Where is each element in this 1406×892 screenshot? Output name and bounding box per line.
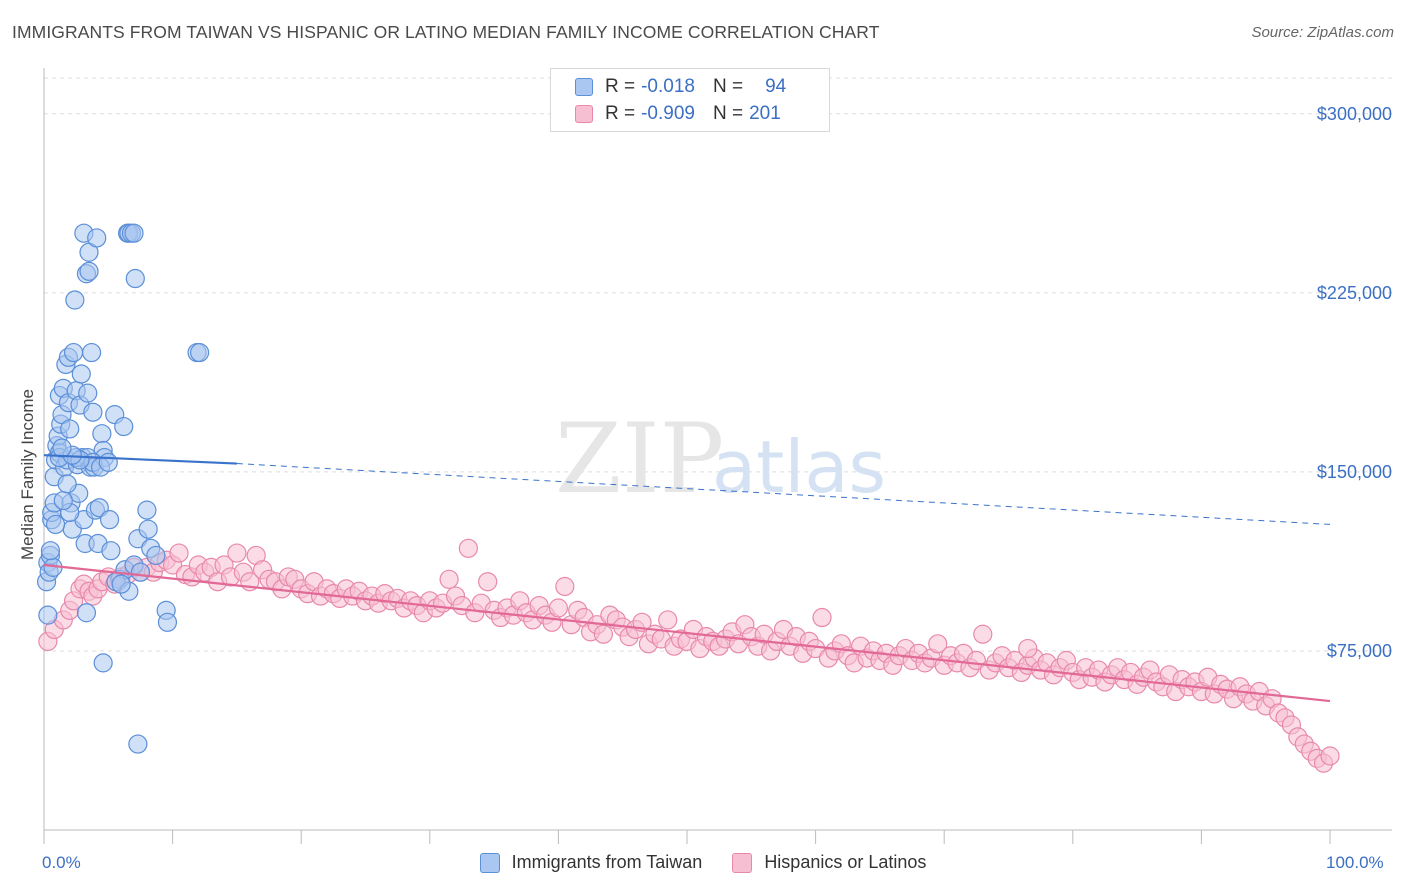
legend-n-value-taiwan: 94 (765, 76, 787, 97)
data-point-taiwan (98, 452, 118, 472)
data-point-taiwan (40, 541, 61, 561)
data-point-hispanics (169, 543, 189, 563)
legend-r-value-taiwan: -0.018 (641, 76, 695, 97)
data-point-taiwan (93, 653, 113, 673)
watermark-zip: ZIP (555, 403, 724, 515)
data-point-taiwan (53, 490, 73, 511)
x-tick-label-min: 0.0% (42, 853, 81, 872)
data-point-taiwan (101, 541, 121, 561)
data-point-taiwan (92, 424, 112, 444)
legend-row-hispanics: R = -0.909 N = 201 (575, 102, 781, 126)
data-point-taiwan (114, 416, 134, 437)
y-tick-label: $300,000 (1317, 104, 1392, 124)
data-point-taiwan (45, 514, 66, 535)
legend-n-label: N = (712, 76, 744, 97)
bottom-legend-hispanics: Hispanics or Latinos (732, 852, 926, 873)
bottom-legend-taiwan: Immigrants from Taiwan (479, 852, 703, 873)
data-point-taiwan (83, 402, 103, 422)
y-tick-labels: $75,000 $150,000 $225,000 $300,000 (1317, 104, 1392, 661)
legend-swatch-taiwan (575, 78, 593, 96)
trend-lines (43, 454, 1331, 703)
legend-r-label: R = (605, 76, 636, 97)
data-point-hispanics (478, 572, 498, 592)
legend-r-value-hispanics: -0.909 (641, 103, 695, 124)
legend-box: R = -0.018 N = 94 R = -0.909 N = 201 (550, 68, 830, 132)
bottom-legend-swatch-hispanics (732, 852, 753, 873)
legend-n-label: N = (712, 103, 744, 124)
legend-row-taiwan: R = -0.018 N = 94 (575, 75, 786, 99)
data-point-hispanics (548, 598, 569, 618)
legend-n-value-hispanics: 201 (749, 103, 781, 124)
data-point-taiwan (137, 500, 157, 520)
x-tick-label-max: 100.0% (1326, 853, 1384, 872)
bottom-legend-label-taiwan: Immigrants from Taiwan (511, 852, 703, 872)
data-point-taiwan (130, 562, 151, 582)
y-tick-label: $150,000 (1317, 462, 1392, 482)
y-tick-label: $75,000 (1327, 641, 1392, 661)
data-point-hispanics (1320, 746, 1340, 766)
data-point-taiwan (79, 261, 99, 281)
data-point-hispanics (227, 543, 247, 563)
data-point-taiwan (157, 612, 178, 632)
legend-swatch-hispanics (575, 105, 593, 123)
data-point-taiwan (124, 223, 144, 243)
data-point-taiwan (138, 519, 158, 539)
data-point-taiwan (78, 383, 98, 403)
trend-line-hispanics (43, 563, 1331, 703)
axis-layer (43, 68, 1392, 844)
series-taiwan-points (36, 223, 210, 754)
trend-line-taiwan (43, 454, 237, 465)
watermark-atlas: atlas (712, 425, 886, 509)
data-point-hispanics (1018, 638, 1038, 659)
data-point-hispanics (812, 607, 832, 628)
data-point-hispanics (593, 624, 614, 644)
data-point-taiwan (125, 268, 145, 289)
y-tick-label: $225,000 (1317, 283, 1392, 303)
data-point-hispanics (973, 624, 993, 644)
data-point-taiwan (52, 438, 72, 458)
bottom-legend-label-hispanics: Hispanics or Latinos (764, 852, 927, 872)
data-point-taiwan (99, 510, 120, 530)
bottom-legend-swatch-taiwan (479, 852, 500, 873)
data-point-taiwan (146, 545, 166, 566)
data-point-taiwan (190, 342, 210, 363)
data-point-hispanics (928, 634, 948, 654)
source-label: Source: ZipAtlas.com (1251, 24, 1394, 41)
data-point-hispanics (439, 569, 459, 589)
data-point-taiwan (65, 290, 85, 310)
watermark: ZIP atlas (555, 403, 886, 515)
data-point-hispanics (458, 538, 478, 558)
chart-title: IMMIGRANTS FROM TAIWAN VS HISPANIC OR LA… (12, 22, 880, 42)
data-point-taiwan (71, 364, 91, 384)
data-point-taiwan (111, 574, 131, 594)
data-point-taiwan (57, 474, 77, 494)
data-point-hispanics (555, 576, 575, 597)
data-point-taiwan (87, 228, 107, 248)
y-axis-label: Median Family Income (18, 388, 37, 560)
series-hispanics-points (38, 538, 1340, 773)
data-point-taiwan (128, 734, 148, 754)
data-point-taiwan (63, 342, 84, 363)
data-point-taiwan (76, 603, 97, 623)
legend-r-label: R = (605, 103, 636, 124)
data-point-taiwan (38, 605, 58, 625)
data-point-taiwan (81, 342, 102, 363)
bottom-legend: Immigrants from Taiwan Hispanics or Lati… (0, 852, 1406, 873)
data-point-hispanics (658, 610, 678, 630)
data-point-taiwan (60, 419, 80, 439)
